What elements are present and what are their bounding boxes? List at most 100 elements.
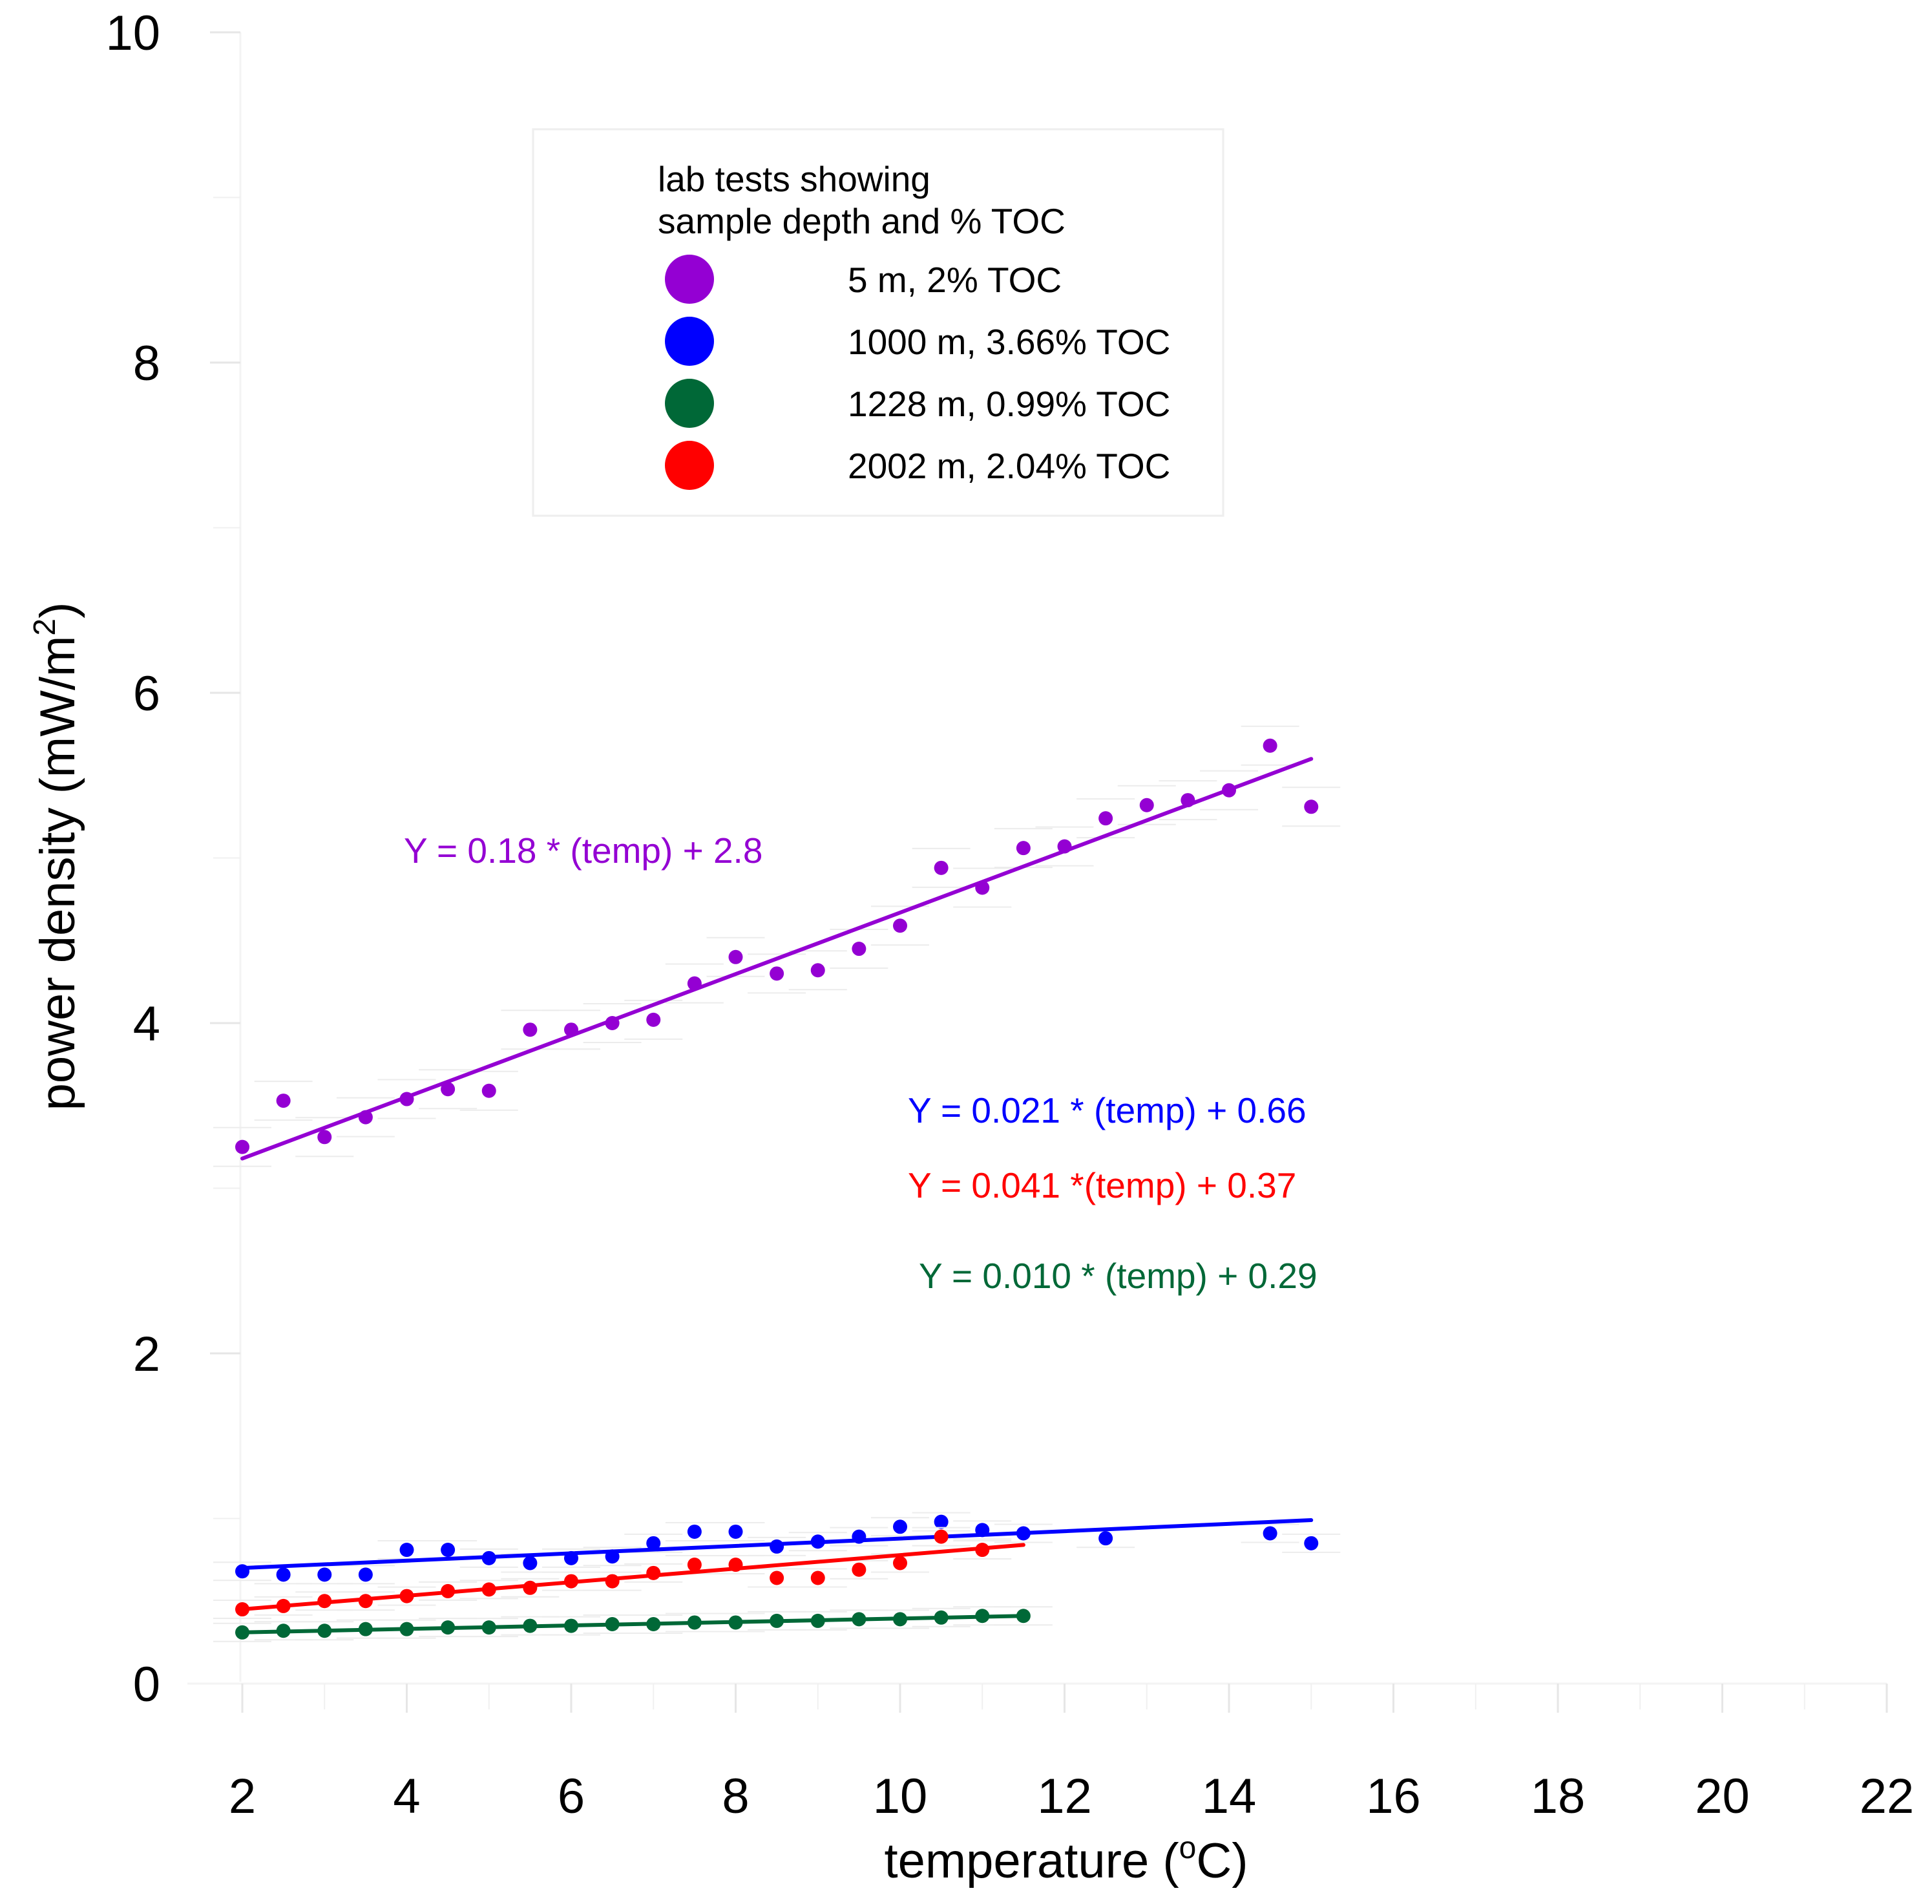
data-point xyxy=(358,1594,373,1609)
y-axis-title-end: ) xyxy=(30,602,85,619)
x-tick-label: 18 xyxy=(1531,1769,1586,1824)
legend-box xyxy=(532,128,1224,517)
data-point xyxy=(441,1082,456,1097)
data-point xyxy=(276,1094,291,1108)
data-point xyxy=(399,1092,414,1106)
y-tick-label: 6 xyxy=(133,666,160,721)
x-axis-title-superscript: o xyxy=(1179,1831,1197,1865)
data-point xyxy=(399,1589,414,1603)
data-point xyxy=(1016,1609,1031,1624)
data-point xyxy=(852,1529,866,1544)
data-point xyxy=(934,1610,949,1625)
data-point xyxy=(1304,1536,1319,1550)
data-point xyxy=(235,1602,249,1617)
data-point xyxy=(770,1571,784,1585)
data-point xyxy=(770,966,784,981)
legend-marker-1000m xyxy=(665,317,714,366)
data-point xyxy=(646,1012,661,1027)
x-axis: 2 4 6 8 10 12 14 16 18 20 22 xyxy=(187,1682,1914,1824)
data-point xyxy=(1304,799,1319,814)
data-point xyxy=(276,1567,291,1582)
y-axis-title-superscript: 2 xyxy=(28,619,62,636)
legend-label-1228m: 1228 m, 0.99% TOC xyxy=(848,384,1170,424)
data-point xyxy=(317,1567,332,1582)
data-point xyxy=(358,1567,373,1582)
data-point xyxy=(1016,1526,1031,1541)
data-point xyxy=(564,1550,578,1565)
data-point xyxy=(605,1549,620,1564)
data-point xyxy=(523,1022,538,1037)
data-point xyxy=(852,1612,866,1627)
data-point xyxy=(605,1574,620,1589)
data-point xyxy=(810,1571,825,1585)
legend-marker-1228m xyxy=(665,379,714,428)
x-tick-label: 6 xyxy=(558,1769,585,1824)
data-point xyxy=(317,1624,332,1638)
legend-label-2002m: 2002 m, 2.04% TOC xyxy=(848,446,1170,486)
data-point xyxy=(1263,1526,1277,1541)
fit-line xyxy=(240,757,1314,1161)
data-point xyxy=(934,1529,949,1544)
data-point xyxy=(646,1617,661,1632)
legend-title-line1: lab tests showing xyxy=(658,159,930,199)
data-point xyxy=(317,1130,332,1145)
x-tick-label: 20 xyxy=(1695,1769,1750,1824)
x-axis-title-end: C) xyxy=(1196,1834,1248,1888)
data-point xyxy=(770,1613,784,1628)
data-point xyxy=(893,1519,907,1534)
data-point xyxy=(1263,738,1277,753)
x-axis-title-main: temperature ( xyxy=(884,1834,1179,1888)
data-point xyxy=(687,1615,702,1630)
data-point xyxy=(523,1556,538,1571)
data-point xyxy=(523,1580,538,1595)
data-point xyxy=(1181,793,1195,808)
data-point xyxy=(1057,839,1072,854)
data-point xyxy=(441,1620,456,1635)
x-tick-label: 16 xyxy=(1366,1769,1421,1824)
data-point xyxy=(687,976,702,991)
data-point xyxy=(934,1514,949,1529)
data-point xyxy=(728,1558,743,1572)
x-tick-label: 14 xyxy=(1202,1769,1257,1824)
legend-label-1000m: 1000 m, 3.66% TOC xyxy=(848,322,1170,362)
data-point xyxy=(1098,1531,1113,1546)
legend-title-line2: sample depth and % TOC xyxy=(658,201,1066,241)
data-point xyxy=(235,1139,249,1154)
data-point xyxy=(1222,783,1236,798)
data-point xyxy=(481,1083,496,1098)
x-ticks: 2 4 6 8 10 12 14 16 18 20 22 xyxy=(229,1684,1914,1824)
data-point xyxy=(770,1539,784,1554)
y-tick-label: 8 xyxy=(133,336,160,391)
fit-line xyxy=(240,1543,1025,1612)
legend: lab tests showing sample depth and % TOC… xyxy=(532,128,1224,517)
data-point xyxy=(441,1583,456,1598)
equation-labels: Y = 0.18 * (temp) + 2.8 Y = 0.021 * (tem… xyxy=(404,830,1318,1296)
legend-marker-2002m xyxy=(665,441,714,490)
data-point xyxy=(852,942,866,957)
data-point xyxy=(1098,811,1113,826)
legend-marker-5m xyxy=(665,255,714,304)
y-axis-title: power density (mW/m2) xyxy=(28,602,85,1111)
y-tick-label: 4 xyxy=(133,997,160,1052)
x-tick-label: 10 xyxy=(873,1769,928,1824)
data-point xyxy=(481,1582,496,1597)
data-point xyxy=(893,918,907,933)
data-point xyxy=(893,1612,907,1627)
equation-label-2002m: Y = 0.041 *(temp) + 0.37 xyxy=(908,1165,1296,1205)
data-point xyxy=(810,1613,825,1628)
x-tick-label: 4 xyxy=(393,1769,420,1824)
data-point xyxy=(235,1625,249,1640)
data-point xyxy=(687,1524,702,1539)
x-axis-title: temperature (oC) xyxy=(884,1831,1248,1888)
x-tick-label: 2 xyxy=(229,1769,256,1824)
data-point xyxy=(235,1564,249,1579)
legend-label-5m: 5 m, 2% TOC xyxy=(848,260,1062,300)
y-axis-title-main: power density (mW/m xyxy=(30,636,85,1111)
data-point xyxy=(358,1110,373,1125)
data-point xyxy=(276,1598,291,1613)
data-point xyxy=(481,1620,496,1635)
series-4 xyxy=(213,1527,1025,1620)
data-point xyxy=(810,963,825,978)
x-tick-label: 8 xyxy=(722,1769,749,1824)
